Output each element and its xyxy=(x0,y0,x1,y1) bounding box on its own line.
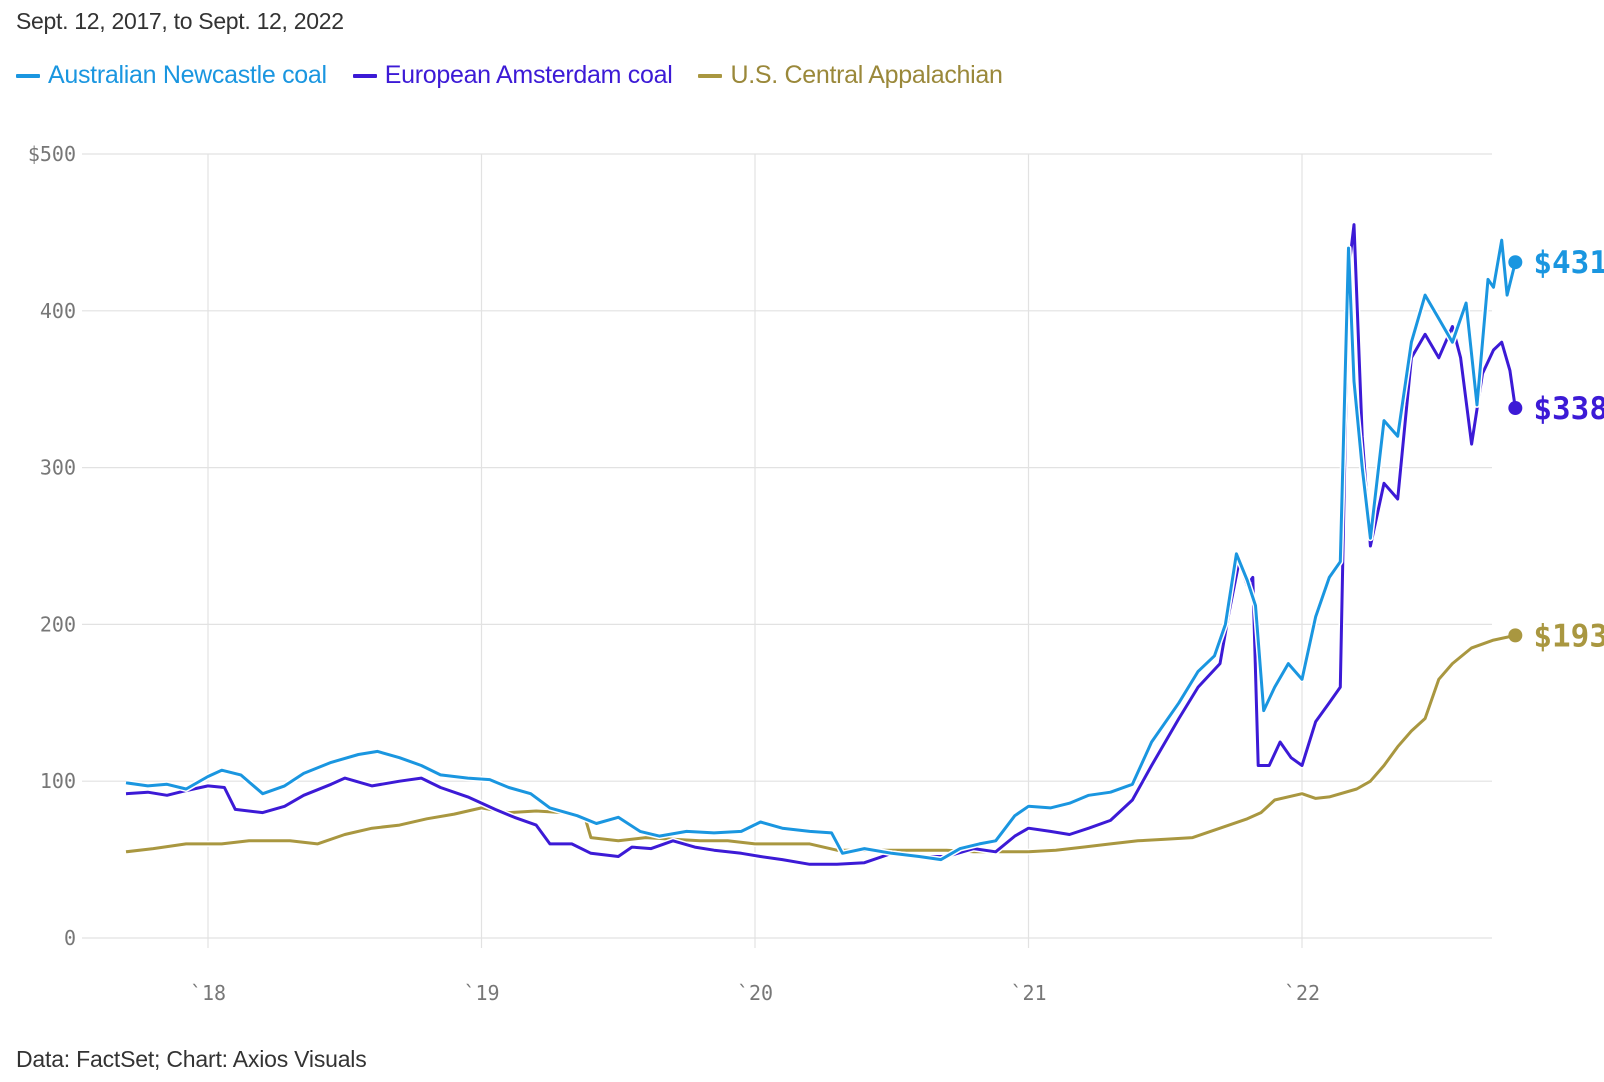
line-chart: 0 100 200 300 400 $500 `18 `19 `20 `21 `22 $431 $338… xyxy=(28,142,1604,1005)
legend-swatch-newcastle xyxy=(16,73,40,78)
series-end-dot xyxy=(1508,628,1523,643)
legend-label-amsterdam: European Amsterdam coal xyxy=(384,61,673,89)
x-tick-label: `20 xyxy=(737,981,773,1005)
chart-subtitle: Sept. 12, 2017, to Sept. 12, 2022 xyxy=(16,8,344,34)
y-tick-label: 200 xyxy=(40,612,76,636)
series-halo xyxy=(125,237,1519,863)
x-tick-label: `22 xyxy=(1284,981,1320,1005)
x-tick-label: `19 xyxy=(463,981,499,1005)
series-end-label: $338 xyxy=(1533,391,1604,427)
legend-item-amsterdam: European Amsterdam coal xyxy=(352,61,673,90)
x-tick-label: `21 xyxy=(1010,981,1046,1005)
y-tick-label: $500 xyxy=(28,142,76,166)
chart-source: Data: FactSet; Chart: Axios Visuals xyxy=(16,1046,367,1072)
legend-item-appalachian: U.S. Central Appalachian xyxy=(698,61,1003,90)
series-line-0 xyxy=(125,238,1517,862)
series-line-2 xyxy=(125,633,1516,854)
y-tick-label: 0 xyxy=(64,926,76,950)
series-halo xyxy=(125,221,1519,868)
series-line-1 xyxy=(125,223,1517,866)
legend-label-appalachian: U.S. Central Appalachian xyxy=(730,61,1003,89)
y-tick-label: 100 xyxy=(40,769,76,793)
series-end-dot xyxy=(1508,401,1523,416)
legend-label-newcastle: Australian Newcastle coal xyxy=(48,61,327,89)
series-end-label: $193 xyxy=(1533,618,1604,654)
legend: Australian Newcastle coal European Amste… xyxy=(16,61,1003,90)
legend-swatch-appalachian xyxy=(698,73,723,78)
legend-swatch-amsterdam xyxy=(352,73,377,78)
y-tick-label: 400 xyxy=(40,299,76,323)
series-end-label: $431 xyxy=(1533,245,1604,281)
y-tick-label: 300 xyxy=(40,456,76,480)
series-end-dot xyxy=(1508,255,1523,270)
legend-item-newcastle: Australian Newcastle coal xyxy=(16,61,327,90)
x-tick-label: `18 xyxy=(190,981,226,1005)
